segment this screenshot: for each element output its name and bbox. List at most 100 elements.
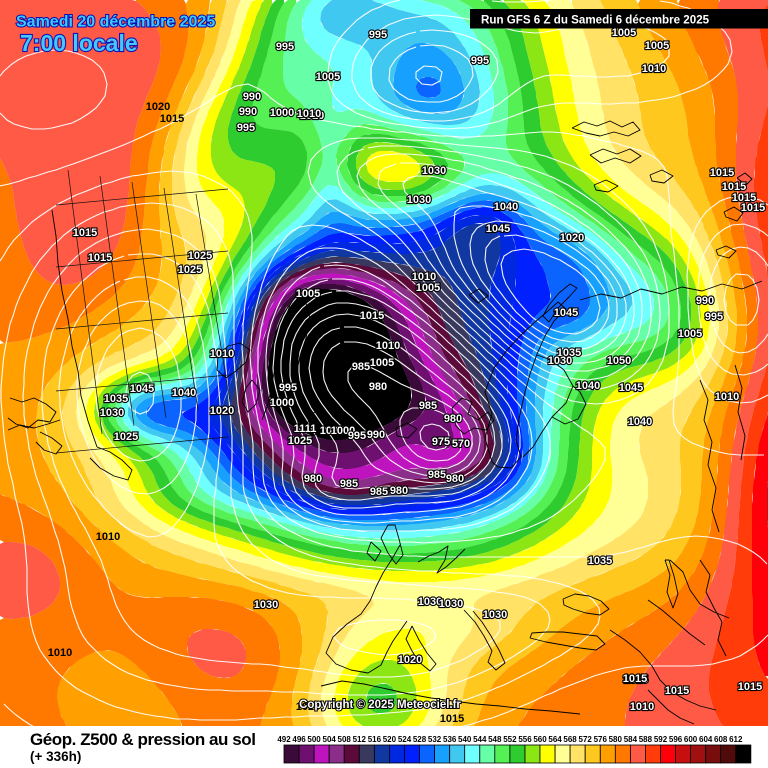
svg-text:Samedi 20 décembre 2025: Samedi 20 décembre 2025 (16, 14, 215, 31)
svg-text:1015: 1015 (360, 310, 384, 322)
svg-text:516: 516 (368, 735, 382, 744)
svg-text:1015: 1015 (710, 167, 734, 179)
svg-text:975: 975 (432, 436, 450, 448)
svg-text:1045: 1045 (619, 382, 643, 394)
svg-text:512: 512 (353, 735, 367, 744)
svg-text:612: 612 (729, 735, 743, 744)
svg-text:(+ 336h): (+ 336h) (30, 749, 81, 764)
svg-text:1010: 1010 (630, 701, 654, 713)
svg-text:Run GFS 6 Z du Samedi 6 décemb: Run GFS 6 Z du Samedi 6 décembre 2025 (481, 14, 710, 27)
svg-text:492: 492 (277, 735, 291, 744)
svg-text:1045: 1045 (486, 223, 510, 235)
svg-text:1005: 1005 (645, 40, 669, 52)
svg-text:1015: 1015 (623, 673, 647, 685)
svg-text:544: 544 (473, 735, 487, 744)
svg-text:1050: 1050 (607, 355, 631, 367)
svg-text:985: 985 (419, 400, 437, 412)
svg-text:1030: 1030 (548, 355, 572, 367)
svg-text:1015: 1015 (732, 192, 756, 204)
svg-text:995: 995 (276, 41, 294, 53)
svg-text:1020: 1020 (210, 405, 234, 417)
svg-text:1010: 1010 (48, 647, 72, 659)
svg-text:1010: 1010 (376, 340, 400, 352)
svg-text:985: 985 (428, 469, 446, 481)
svg-text:995: 995 (279, 382, 297, 394)
svg-text:990: 990 (243, 91, 261, 103)
svg-text:980: 980 (304, 473, 322, 485)
svg-text:1025: 1025 (178, 264, 202, 276)
svg-text:990: 990 (239, 106, 257, 118)
svg-text:1015: 1015 (722, 181, 746, 193)
svg-text:1010: 1010 (715, 391, 739, 403)
svg-text:1040: 1040 (628, 416, 652, 428)
svg-text:580: 580 (609, 735, 623, 744)
svg-text:1000: 1000 (331, 425, 355, 437)
svg-text:1010: 1010 (412, 271, 436, 283)
svg-text:1020: 1020 (296, 701, 320, 713)
svg-text:1045: 1045 (554, 307, 578, 319)
svg-text:1040: 1040 (494, 201, 518, 213)
svg-text:1020: 1020 (560, 232, 584, 244)
svg-text:995: 995 (237, 122, 255, 134)
svg-text:1015: 1015 (741, 202, 765, 214)
svg-text:1000: 1000 (270, 397, 294, 409)
svg-text:1005: 1005 (316, 71, 340, 83)
svg-text:1010: 1010 (642, 63, 666, 75)
svg-text:500: 500 (307, 735, 321, 744)
svg-text:1035: 1035 (557, 347, 581, 359)
svg-text:528: 528 (413, 735, 427, 744)
svg-text:1030: 1030 (418, 596, 442, 608)
svg-text:1025: 1025 (320, 425, 344, 437)
svg-text:556: 556 (518, 735, 532, 744)
svg-text:995: 995 (348, 430, 366, 442)
svg-text:1030: 1030 (254, 599, 278, 611)
svg-text:995: 995 (471, 55, 489, 67)
svg-text:532: 532 (428, 735, 442, 744)
svg-text:1040: 1040 (576, 380, 600, 392)
svg-text:1020: 1020 (146, 101, 170, 113)
svg-text:980: 980 (369, 381, 387, 393)
svg-text:1030: 1030 (439, 598, 463, 610)
svg-text:570: 570 (452, 438, 470, 450)
svg-text:1015: 1015 (160, 113, 184, 125)
svg-text:576: 576 (594, 735, 608, 744)
svg-text:990: 990 (367, 429, 385, 441)
svg-text:592: 592 (654, 735, 668, 744)
svg-text:588: 588 (639, 735, 653, 744)
svg-text:Géop. Z500 & pression au sol: Géop. Z500 & pression au sol (30, 730, 255, 749)
svg-text:552: 552 (503, 735, 517, 744)
svg-text:1025: 1025 (114, 431, 138, 443)
svg-text:1005: 1005 (612, 27, 636, 39)
svg-text:1010: 1010 (96, 531, 120, 543)
svg-text:1111: 1111 (294, 423, 317, 435)
svg-text:1025: 1025 (288, 435, 312, 447)
svg-text:1015: 1015 (624, 674, 648, 686)
svg-text:1030: 1030 (483, 609, 507, 621)
svg-text:1005: 1005 (416, 282, 440, 294)
svg-text:508: 508 (338, 735, 352, 744)
svg-text:600: 600 (684, 735, 698, 744)
svg-text:1005: 1005 (678, 328, 702, 340)
svg-text:1020: 1020 (398, 654, 422, 666)
svg-text:548: 548 (488, 735, 502, 744)
svg-text:1030: 1030 (422, 165, 446, 177)
svg-text:980: 980 (446, 473, 464, 485)
svg-text:540: 540 (458, 735, 472, 744)
svg-text:995: 995 (369, 29, 387, 41)
svg-text:1010: 1010 (297, 108, 321, 120)
svg-text:1025: 1025 (188, 250, 212, 262)
svg-text:1035: 1035 (588, 555, 612, 567)
svg-text:584: 584 (624, 735, 638, 744)
svg-text:985: 985 (370, 486, 388, 498)
svg-text:995: 995 (705, 311, 723, 323)
svg-text:520: 520 (383, 735, 397, 744)
svg-text:568: 568 (563, 735, 577, 744)
svg-text:1005: 1005 (296, 288, 320, 300)
svg-text:496: 496 (292, 735, 306, 744)
svg-text:1015: 1015 (73, 227, 97, 239)
svg-text:980: 980 (444, 413, 462, 425)
svg-text:604: 604 (699, 735, 713, 744)
svg-text:1015: 1015 (88, 252, 112, 264)
svg-text:504: 504 (323, 735, 337, 744)
svg-text:564: 564 (548, 735, 562, 744)
